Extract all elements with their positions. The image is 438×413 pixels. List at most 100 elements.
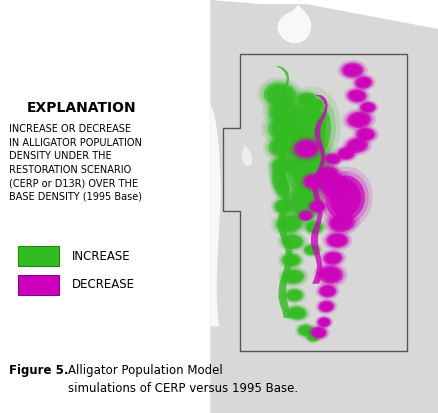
Ellipse shape [297, 209, 315, 223]
Ellipse shape [262, 95, 305, 128]
Text: EXPLANATION: EXPLANATION [26, 101, 136, 115]
Ellipse shape [298, 210, 314, 221]
Ellipse shape [272, 102, 296, 121]
Ellipse shape [261, 110, 310, 147]
Ellipse shape [304, 138, 322, 151]
Ellipse shape [354, 126, 377, 142]
Ellipse shape [328, 214, 355, 232]
Ellipse shape [315, 298, 337, 315]
Ellipse shape [304, 220, 325, 235]
Ellipse shape [302, 137, 324, 152]
Ellipse shape [321, 250, 344, 266]
Ellipse shape [265, 113, 307, 145]
Ellipse shape [279, 216, 300, 231]
Ellipse shape [352, 125, 379, 143]
Ellipse shape [272, 157, 296, 173]
Ellipse shape [269, 155, 299, 175]
Ellipse shape [318, 301, 334, 312]
Ellipse shape [261, 80, 300, 110]
Ellipse shape [322, 230, 353, 251]
Ellipse shape [339, 149, 353, 159]
Ellipse shape [346, 138, 368, 153]
Ellipse shape [355, 76, 372, 89]
Ellipse shape [325, 154, 341, 164]
Ellipse shape [320, 302, 332, 311]
Ellipse shape [280, 252, 303, 268]
Ellipse shape [307, 222, 321, 232]
Ellipse shape [268, 100, 299, 123]
Ellipse shape [327, 155, 339, 163]
Ellipse shape [323, 210, 360, 236]
Ellipse shape [337, 147, 355, 160]
Polygon shape [276, 66, 293, 318]
Ellipse shape [268, 136, 297, 157]
Ellipse shape [288, 142, 330, 196]
Ellipse shape [278, 251, 305, 269]
Ellipse shape [283, 176, 326, 228]
Ellipse shape [334, 145, 358, 162]
Ellipse shape [280, 268, 307, 286]
Ellipse shape [283, 269, 304, 284]
Ellipse shape [326, 233, 348, 248]
Ellipse shape [325, 253, 341, 263]
Ellipse shape [286, 305, 308, 321]
Ellipse shape [346, 88, 368, 104]
Ellipse shape [308, 332, 318, 341]
Ellipse shape [279, 233, 306, 251]
Ellipse shape [344, 110, 374, 130]
Polygon shape [210, 0, 438, 413]
Ellipse shape [268, 116, 303, 142]
Ellipse shape [270, 196, 297, 217]
Ellipse shape [323, 252, 343, 265]
Ellipse shape [331, 216, 352, 230]
Ellipse shape [304, 97, 326, 112]
Ellipse shape [353, 75, 374, 90]
Ellipse shape [323, 152, 343, 166]
Polygon shape [277, 4, 312, 44]
Ellipse shape [267, 85, 293, 105]
Ellipse shape [301, 242, 323, 257]
Ellipse shape [316, 316, 332, 328]
Ellipse shape [299, 211, 312, 221]
Ellipse shape [343, 87, 371, 105]
Ellipse shape [286, 180, 323, 225]
Ellipse shape [266, 134, 299, 159]
Ellipse shape [347, 112, 371, 128]
Ellipse shape [304, 174, 323, 189]
Ellipse shape [362, 103, 374, 112]
Ellipse shape [319, 318, 329, 326]
Ellipse shape [351, 74, 376, 91]
Text: Alligator Population Model
simulations of CERP versus 1995 Base.: Alligator Population Model simulations o… [68, 364, 298, 395]
Ellipse shape [292, 148, 326, 191]
Ellipse shape [308, 324, 330, 341]
Ellipse shape [328, 235, 346, 246]
Ellipse shape [313, 328, 325, 337]
Ellipse shape [317, 284, 338, 299]
Ellipse shape [319, 285, 336, 297]
Ellipse shape [302, 173, 325, 191]
Ellipse shape [282, 100, 331, 165]
Ellipse shape [283, 304, 311, 322]
Ellipse shape [287, 306, 307, 320]
Ellipse shape [321, 168, 336, 179]
Ellipse shape [350, 113, 369, 126]
Ellipse shape [277, 93, 336, 171]
Ellipse shape [349, 90, 365, 101]
Ellipse shape [319, 166, 338, 181]
Ellipse shape [315, 163, 342, 184]
Ellipse shape [318, 317, 331, 327]
Ellipse shape [282, 234, 304, 249]
Ellipse shape [319, 249, 346, 267]
Ellipse shape [344, 136, 370, 154]
Ellipse shape [278, 266, 309, 287]
Text: DECREASE: DECREASE [72, 278, 135, 292]
Ellipse shape [302, 243, 321, 256]
FancyBboxPatch shape [18, 275, 59, 295]
Ellipse shape [326, 212, 357, 234]
Ellipse shape [347, 89, 367, 102]
Ellipse shape [290, 136, 324, 161]
Ellipse shape [339, 61, 366, 79]
Ellipse shape [356, 128, 375, 141]
Ellipse shape [307, 99, 323, 109]
Ellipse shape [311, 202, 324, 211]
